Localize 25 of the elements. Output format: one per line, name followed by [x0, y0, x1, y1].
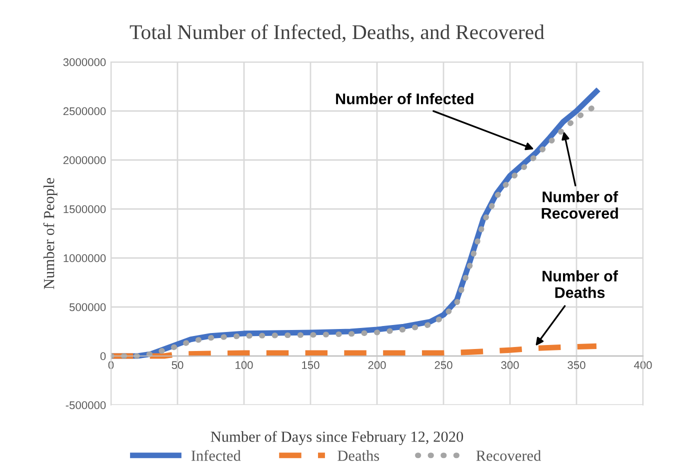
x-tick-label: 150 [302, 361, 320, 370]
y-tick-label: 3000000 [63, 58, 106, 66]
y-tick-label: 0 [100, 352, 106, 360]
x-tick-label: 100 [236, 361, 253, 370]
x-tick-label: 350 [568, 361, 586, 370]
y-tick-label: 1000000 [64, 254, 106, 262]
y-tick-label: 1500000 [64, 205, 106, 214]
annotation: Number of Recovered [542, 191, 618, 219]
y-tick-label: 2000000 [63, 156, 106, 164]
legend-label: Recovered [476, 450, 541, 461]
annotation: Number of Deaths [542, 270, 618, 298]
x-tick-label: 300 [501, 361, 519, 370]
x-tick-label: 250 [434, 361, 452, 370]
annotation: Number of Infected [336, 93, 474, 104]
y-tick-label: -500000 [66, 401, 106, 410]
x-tick-label: 400 [634, 361, 652, 370]
y-tick-label: 500000 [70, 303, 106, 312]
chart-title: Total Number of Infected, Deaths, and Recovered [130, 24, 544, 42]
y-axis-title: Number of People [43, 178, 58, 290]
x-tick-label: 200 [368, 361, 386, 370]
legend-label: Infected [191, 450, 241, 461]
x-axis-title: Number of Days since February 12, 2020 [210, 430, 464, 446]
legend-label: Deaths [338, 450, 380, 461]
x-tick-label: 50 [172, 361, 184, 370]
y-tick-label: 2500000 [63, 107, 106, 116]
